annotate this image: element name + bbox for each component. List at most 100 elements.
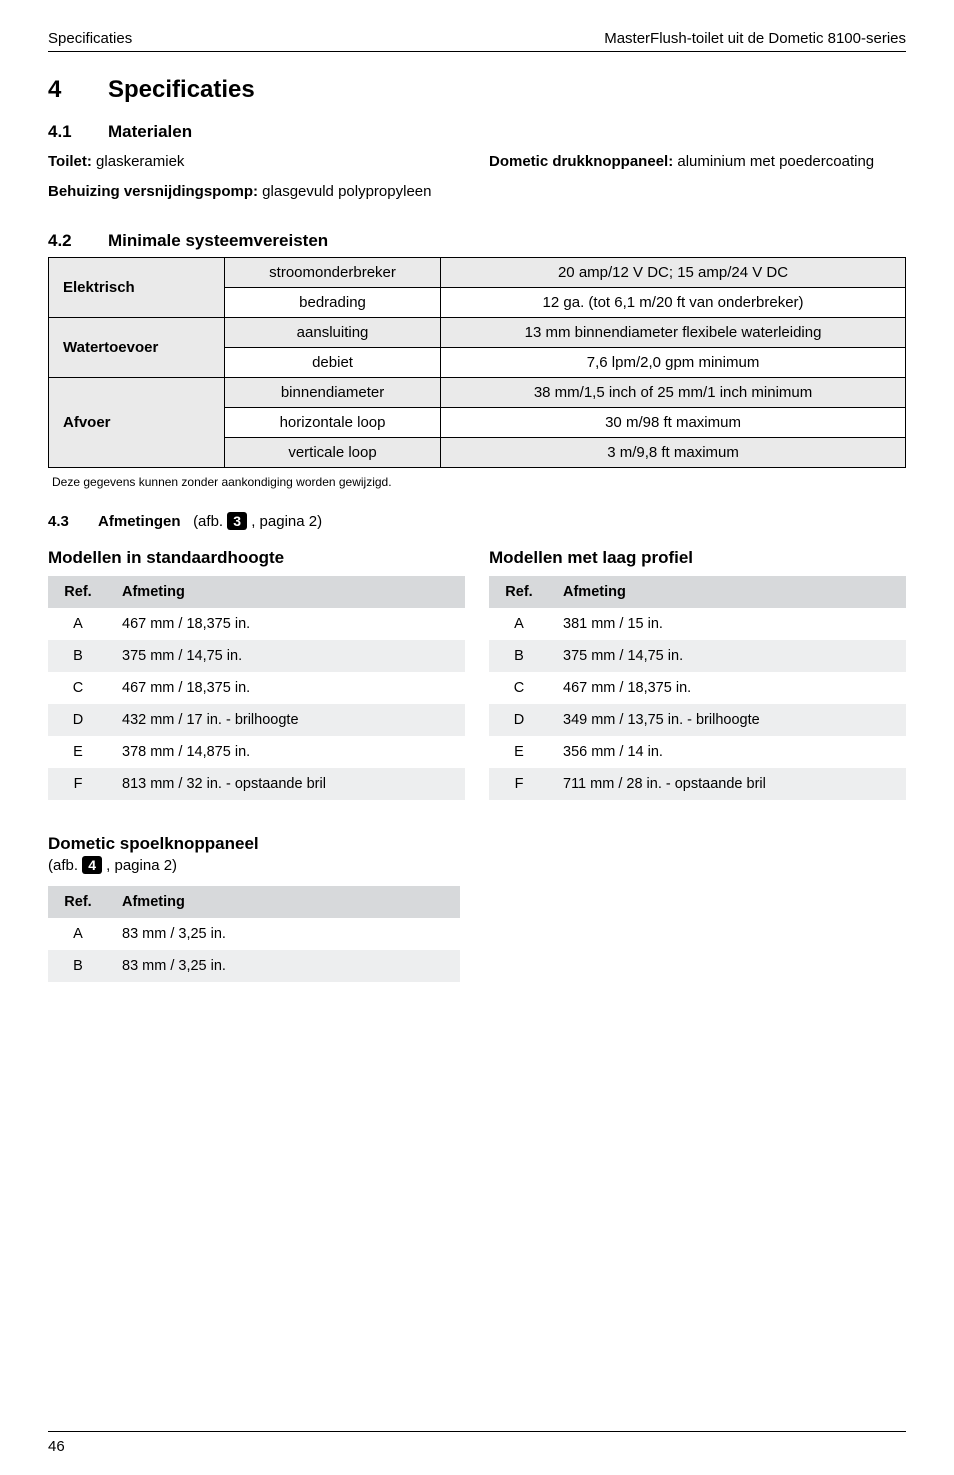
row-key-cell: horizontale loop (224, 407, 440, 437)
value-cell: 381 mm / 15 in. (549, 608, 906, 640)
value-cell: 467 mm / 18,375 in. (549, 672, 906, 704)
table-row: A381 mm / 15 in. (489, 608, 906, 640)
dimensions-columns: Modellen in standaardhoogte Ref. Afmetin… (48, 542, 906, 800)
subsection-heading: Afmetingen (98, 513, 181, 530)
ref-cell: C (48, 672, 108, 704)
standard-height-table: Ref. Afmeting A467 mm / 18,375 in.B375 m… (48, 576, 465, 800)
row-value-cell: 12 ga. (tot 6,1 m/20 ft van onderbreker) (441, 287, 906, 317)
value-cell: 467 mm / 18,375 in. (108, 672, 465, 704)
row-value-cell: 3 m/9,8 ft maximum (441, 437, 906, 467)
material-text: glasgevuld polypropyleen (258, 183, 431, 200)
table-header-ref: Ref. (489, 576, 549, 608)
ref-cell: D (489, 704, 549, 736)
table-row: C467 mm / 18,375 in. (48, 672, 465, 704)
section-heading: Specificaties (108, 76, 255, 103)
low-profile-heading: Modellen met laag profiel (489, 548, 906, 568)
material-housing: Behuizing versnijdingspomp: glasgevuld p… (48, 182, 465, 202)
value-cell: 378 mm / 14,875 in. (108, 736, 465, 768)
table-row: Watertoevoeraansluiting13 mm binnendiame… (49, 317, 906, 347)
subsection-4-1: 4.1Materialen (48, 122, 906, 142)
system-requirements-table: Elektrischstroomonderbreker20 amp/12 V D… (48, 257, 906, 468)
table-row: Elektrischstroomonderbreker20 amp/12 V D… (49, 257, 906, 287)
table-row: Afvoerbinnendiameter38 mm/1,5 inch of 25… (49, 377, 906, 407)
table-header-afm: Afmeting (549, 576, 906, 608)
row-key-cell: verticale loop (224, 437, 440, 467)
table-row: E378 mm / 14,875 in. (48, 736, 465, 768)
row-group-cell: Afvoer (49, 377, 225, 467)
row-value-cell: 13 mm binnendiameter flexibele waterleid… (441, 317, 906, 347)
row-value-cell: 30 m/98 ft maximum (441, 407, 906, 437)
afb-prefix: (afb. (193, 513, 223, 530)
row-value-cell: 38 mm/1,5 inch of 25 mm/1 inch minimum (441, 377, 906, 407)
value-cell: 83 mm / 3,25 in. (108, 918, 460, 950)
value-cell: 711 mm / 28 in. - opstaande bril (549, 768, 906, 800)
table-row: D349 mm / 13,75 in. - brilhoogte (489, 704, 906, 736)
row-group-cell: Watertoevoer (49, 317, 225, 377)
ref-cell: C (489, 672, 549, 704)
page-number: 46 (48, 1438, 906, 1455)
table-row: F711 mm / 28 in. - opstaande bril (489, 768, 906, 800)
ref-cell: E (48, 736, 108, 768)
standard-height-heading: Modellen in standaardhoogte (48, 548, 465, 568)
dimensions-right-col: Modellen met laag profiel Ref. Afmeting … (489, 542, 906, 800)
row-key-cell: debiet (224, 347, 440, 377)
afb-suffix: , pagina 2) (106, 857, 177, 874)
row-group-cell: Elektrisch (49, 257, 225, 317)
subsection-4-2: 4.2Minimale systeemvereisten (48, 231, 906, 251)
table-row: C467 mm / 18,375 in. (489, 672, 906, 704)
table-row: B375 mm / 14,75 in. (48, 640, 465, 672)
ref-cell: A (48, 608, 108, 640)
low-profile-table: Ref. Afmeting A381 mm / 15 in.B375 mm / … (489, 576, 906, 800)
spec-footnote: Deze gegevens kunnen zonder aankondiging… (52, 474, 906, 490)
header-left: Specificaties (48, 30, 132, 47)
ref-cell: B (48, 640, 108, 672)
ref-cell: A (489, 608, 549, 640)
ref-cell: B (48, 950, 108, 982)
materials-right-col: Dometic drukknoppaneel: aluminium met po… (489, 148, 906, 213)
material-text: aluminium met poedercoating (673, 153, 874, 170)
flush-panel-section: Dometic spoelknoppaneel (afb. 4 , pagina… (48, 828, 906, 982)
material-text: glaskeramiek (92, 153, 185, 170)
table-row: D432 mm / 17 in. - brilhoogte (48, 704, 465, 736)
spacer (48, 982, 906, 1421)
subsection-number: 4.1 (48, 122, 108, 142)
ref-cell: A (48, 918, 108, 950)
section-4-title: 4Specificaties (48, 76, 906, 104)
afb-suffix: , pagina 2) (251, 513, 322, 530)
materials-left-col: Toilet: glaskeramiek Behuizing versnijdi… (48, 148, 465, 213)
value-cell: 349 mm / 13,75 in. - brilhoogte (549, 704, 906, 736)
material-label: Toilet: (48, 153, 92, 170)
ref-cell: F (48, 768, 108, 800)
material-label: Dometic drukknoppaneel: (489, 153, 673, 170)
subsection-number: 4.3 (48, 513, 69, 530)
table-row: B83 mm / 3,25 in. (48, 950, 460, 982)
flush-panel-afb: (afb. 4 , pagina 2) (48, 856, 906, 876)
table-row: F813 mm / 32 in. - opstaande bril (48, 768, 465, 800)
value-cell: 356 mm / 14 in. (549, 736, 906, 768)
ref-cell: B (489, 640, 549, 672)
page: Specificaties MasterFlush-toilet uit de … (0, 0, 954, 1475)
row-key-cell: aansluiting (224, 317, 440, 347)
figure-number-box: 4 (82, 856, 102, 874)
material-toilet: Toilet: glaskeramiek (48, 152, 465, 172)
value-cell: 83 mm / 3,25 in. (108, 950, 460, 982)
running-header: Specificaties MasterFlush-toilet uit de … (48, 30, 906, 51)
row-key-cell: bedrading (224, 287, 440, 317)
row-value-cell: 20 amp/12 V DC; 15 amp/24 V DC (441, 257, 906, 287)
subsection-heading: Materialen (108, 122, 192, 141)
section-number: 4 (48, 76, 108, 104)
table-row: A83 mm / 3,25 in. (48, 918, 460, 950)
table-row: B375 mm / 14,75 in. (489, 640, 906, 672)
ref-cell: E (489, 736, 549, 768)
figure-number-box: 3 (227, 512, 247, 530)
subsection-4-3: 4.3 Afmetingen (afb. 3 , pagina 2) (48, 512, 906, 532)
subsection-number: 4.2 (48, 231, 108, 251)
value-cell: 432 mm / 17 in. - brilhoogte (108, 704, 465, 736)
flush-panel-heading: Dometic spoelknoppaneel (48, 834, 906, 854)
table-header-afm: Afmeting (108, 886, 460, 918)
ref-cell: D (48, 704, 108, 736)
value-cell: 375 mm / 14,75 in. (108, 640, 465, 672)
table-row: E356 mm / 14 in. (489, 736, 906, 768)
dimensions-left-col: Modellen in standaardhoogte Ref. Afmetin… (48, 542, 465, 800)
material-panel: Dometic drukknoppaneel: aluminium met po… (489, 152, 906, 172)
